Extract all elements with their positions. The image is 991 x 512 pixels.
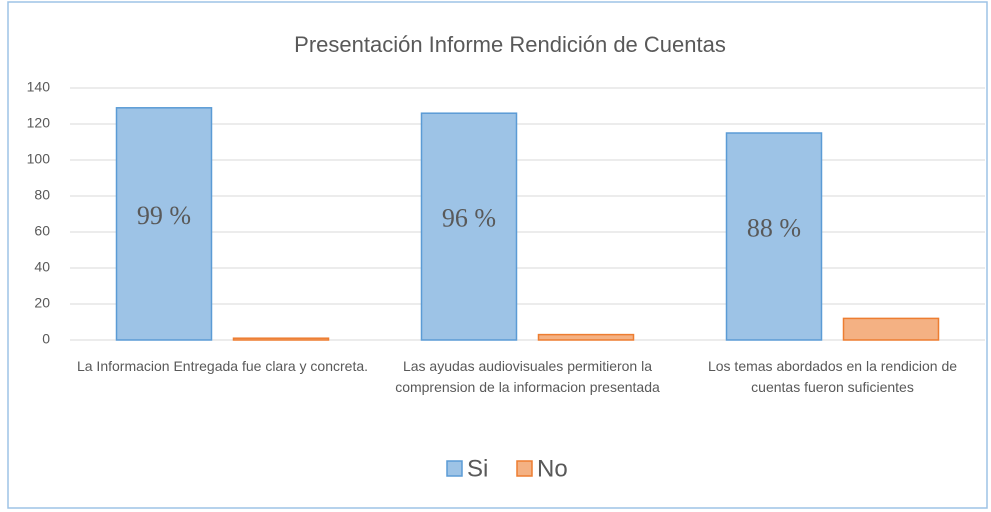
y-tick-label: 60 (34, 223, 50, 239)
legend-swatch (516, 460, 533, 477)
annotation: 99 % (137, 201, 191, 230)
x-tick-label: La Informacion Entregada fue clara y con… (76, 358, 369, 374)
legend-label: No (537, 455, 568, 482)
bar (232, 337, 330, 341)
y-tick-label: 0 (42, 331, 50, 347)
bar (842, 317, 940, 341)
y-tick-label: 120 (27, 115, 51, 131)
bar (725, 132, 823, 341)
bar (537, 333, 635, 341)
legend-label: Si (467, 455, 488, 482)
annotation: 88 % (747, 213, 801, 242)
y-tick-label: 140 (27, 79, 51, 95)
bar (420, 112, 518, 341)
y-tick-label: 100 (27, 151, 51, 167)
y-tick-label: 80 (34, 187, 50, 203)
chart-border (7, 1, 988, 509)
x-tick-label: Las ayudas audiovisuales permitieron la … (395, 358, 660, 395)
annotation: 96 % (442, 204, 496, 233)
chart-title: Presentación Informe Rendición de Cuenta… (294, 32, 726, 57)
legend-swatch (446, 460, 463, 477)
y-tick-label: 20 (34, 295, 50, 311)
y-tick-label: 40 (34, 259, 50, 275)
bar (115, 107, 213, 341)
x-tick-label: Los temas abordados en la rendicion de c… (707, 358, 958, 395)
